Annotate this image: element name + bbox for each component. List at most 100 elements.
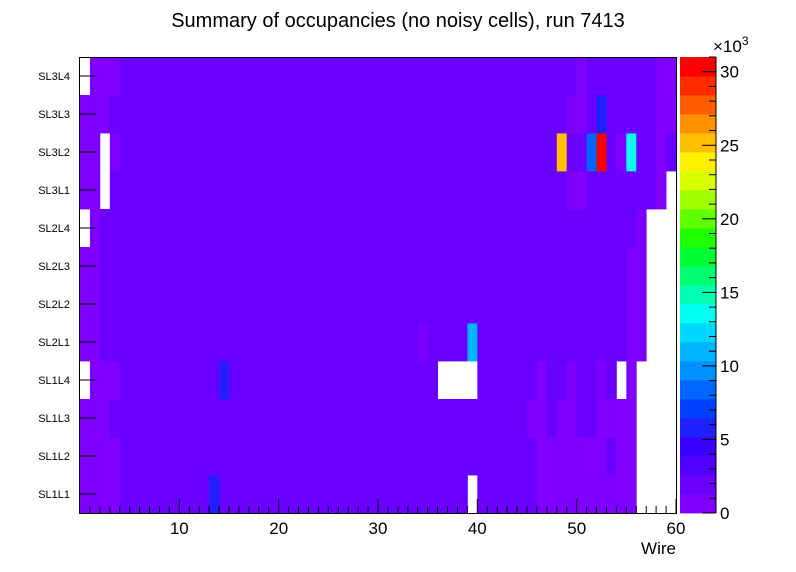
heatmap-cell <box>219 323 230 362</box>
heatmap-cell <box>219 247 230 286</box>
heatmap-cell <box>477 399 488 438</box>
heatmap-cell <box>546 133 558 172</box>
heatmap-cell <box>517 399 528 438</box>
heatmap-cell <box>576 171 587 210</box>
heatmap-cell <box>427 57 438 96</box>
heatmap-cell <box>268 57 280 96</box>
heatmap-cell <box>179 475 190 514</box>
heatmap-cell <box>288 57 299 96</box>
heatmap-cell <box>219 437 230 476</box>
heatmap-cell <box>159 399 170 438</box>
heatmap-cell <box>457 247 468 286</box>
heatmap-cell <box>199 171 210 210</box>
heatmap-cell <box>129 247 140 286</box>
z-tick-label: 30 <box>720 63 739 82</box>
heatmap-cell <box>586 399 597 438</box>
heatmap-cell <box>487 171 498 210</box>
heatmap-cell <box>527 57 538 96</box>
heatmap-cell <box>636 285 647 324</box>
y-tick-label: SL3L1 <box>38 185 70 197</box>
color-scale-band <box>680 209 716 229</box>
heatmap-cell <box>238 361 250 400</box>
x-tick-label: 20 <box>269 519 288 538</box>
heatmap-cell <box>397 475 409 514</box>
heatmap-cell <box>119 399 131 438</box>
heatmap-cell <box>129 171 140 210</box>
heatmap-cell <box>258 399 270 438</box>
heatmap-cell <box>527 247 538 286</box>
heatmap-cell <box>467 57 478 96</box>
heatmap-cell <box>278 171 289 210</box>
heatmap-cell <box>129 475 140 514</box>
heatmap-cell <box>447 399 458 438</box>
heatmap-cell <box>288 247 299 286</box>
heatmap-cell <box>536 399 548 438</box>
heatmap-cell <box>447 475 458 514</box>
heatmap-cell <box>407 399 419 438</box>
heatmap-cell <box>238 285 250 324</box>
heatmap-cell <box>139 209 150 248</box>
heatmap-cell <box>596 247 607 286</box>
color-scale-band <box>680 171 716 191</box>
heatmap-cell <box>189 437 200 476</box>
heatmap-cell <box>497 399 508 438</box>
heatmap-cell <box>298 95 309 134</box>
heatmap-cell <box>338 209 349 248</box>
heatmap-cell <box>497 475 508 514</box>
heatmap-cell <box>258 95 270 134</box>
heatmap-cell <box>308 437 319 476</box>
heatmap-cell <box>507 209 518 248</box>
z-tick-label: 0 <box>720 504 729 523</box>
heatmap-cell <box>268 95 280 134</box>
heatmap-cell <box>209 133 220 172</box>
heatmap-cell <box>189 171 200 210</box>
heatmap-cell <box>536 209 548 248</box>
heatmap-cell <box>427 361 438 400</box>
heatmap-cell <box>328 57 339 96</box>
heatmap-cell <box>169 171 180 210</box>
heatmap-cell <box>298 361 309 400</box>
heatmap-cell <box>159 437 170 476</box>
heatmap-cell <box>387 475 399 514</box>
color-scale-band <box>680 190 716 210</box>
heatmap-cell <box>527 399 538 438</box>
heatmap-cell <box>417 437 429 476</box>
heatmap-cell <box>358 133 369 172</box>
x-axis: 10 20 30 40 50 60 <box>89 499 685 538</box>
heatmap-cell <box>596 171 607 210</box>
heatmap-cell <box>566 95 578 134</box>
heatmap-cell <box>318 95 329 134</box>
heatmap-cell <box>596 95 607 134</box>
heatmap-cell <box>556 57 568 96</box>
heatmap-cell <box>576 361 587 400</box>
heatmap-cell <box>397 247 409 286</box>
heatmap-cell <box>507 437 518 476</box>
heatmap-cell <box>278 209 289 248</box>
heatmap-cell <box>258 133 270 172</box>
heatmap-cell <box>646 133 657 172</box>
heatmap-cell <box>248 171 260 210</box>
heatmap-cell <box>646 95 657 134</box>
heatmap-cell <box>238 437 250 476</box>
heatmap-cell <box>99 247 111 286</box>
heatmap-cell <box>387 133 399 172</box>
heatmap-cell <box>457 171 468 210</box>
heatmap-cell <box>507 95 518 134</box>
heatmap-cell <box>318 285 329 324</box>
heatmap-cell <box>576 285 587 324</box>
color-scale-exponent: 3 <box>742 34 749 48</box>
y-tick-label: SL2L4 <box>38 223 70 235</box>
color-scale-band <box>680 475 716 495</box>
color-scale-band <box>680 399 716 419</box>
heatmap-cell <box>576 133 587 172</box>
heatmap-cell <box>348 361 359 400</box>
heatmap-cell <box>189 399 200 438</box>
heatmap-cell <box>149 361 160 400</box>
z-tick-label: 10 <box>720 357 739 376</box>
heatmap-cell <box>119 95 131 134</box>
color-scale-multiplier: ×103 <box>713 34 749 56</box>
heatmap-cell <box>139 171 150 210</box>
heatmap-cell <box>397 361 409 400</box>
heatmap-cell <box>139 361 150 400</box>
heatmap-cell <box>546 95 558 134</box>
